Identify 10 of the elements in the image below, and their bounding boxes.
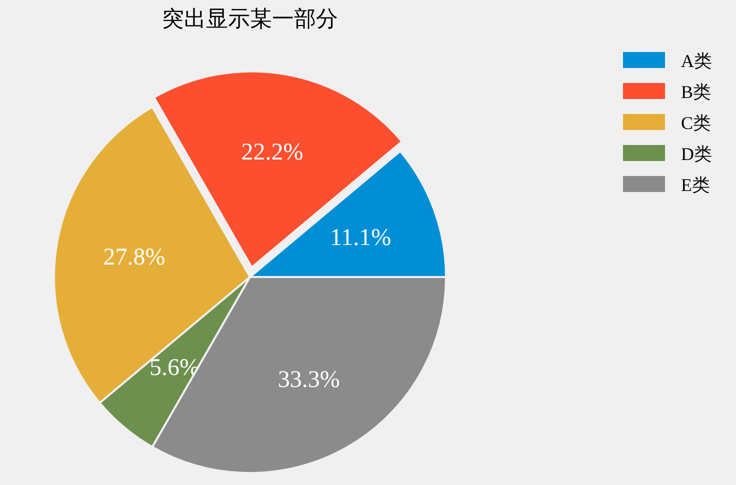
legend-label: B类 bbox=[681, 82, 712, 102]
legend-label: D类 bbox=[681, 144, 712, 164]
legend-label: C类 bbox=[681, 113, 712, 133]
legend-label: E类 bbox=[681, 175, 710, 195]
data-label: 33.3% bbox=[278, 366, 340, 393]
data-label: 27.8% bbox=[103, 244, 166, 270]
legend-label: A类 bbox=[681, 51, 712, 71]
data-label: 22.2% bbox=[241, 140, 304, 166]
data-label: 11.1% bbox=[330, 224, 392, 251]
chart-title: 突出显示某一部分 bbox=[162, 7, 338, 32]
